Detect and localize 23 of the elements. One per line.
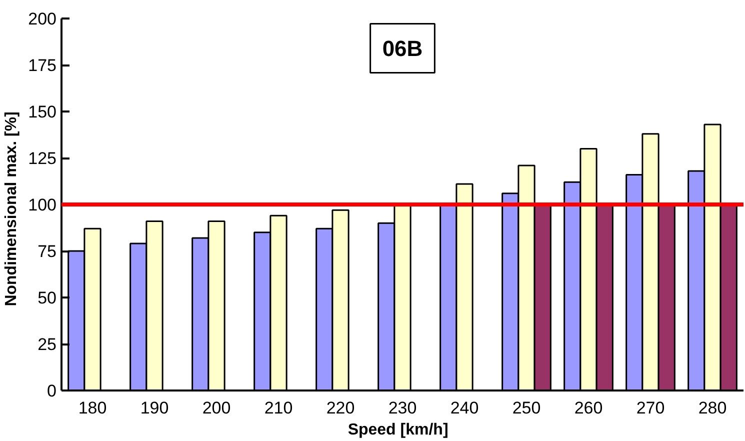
y-tick-label: 150 [28,102,57,122]
y-tick-label: 200 [28,10,57,28]
x-tick-label: 230 [388,398,417,418]
x-tick-label: 220 [326,398,355,418]
y-tick-label: 125 [28,149,57,168]
x-tick-label: 270 [636,398,665,418]
x-tick-label: 260 [574,398,603,418]
y-tick-label: 100 [28,196,57,214]
y-tick-label: 0 [47,382,57,400]
y-tick-label: 75 [38,242,57,261]
x-tick-label: 240 [450,398,479,418]
x-axis-title: Speed [km/h] [348,422,448,438]
x-tick-label: 180 [78,398,107,418]
y-tick-label: 50 [38,288,57,308]
y-axis-title: Nondimensional max. [%] [3,112,20,306]
x-tick-label: 250 [512,398,541,418]
y-tick-label: 25 [38,335,57,354]
x-tick-label: 200 [202,398,231,418]
text: 06B [382,36,423,61]
x-tick-label: 210 [264,398,293,418]
x-tick-label: 190 [140,398,169,418]
x-tick-label: 280 [698,398,727,418]
y-tick-label: 175 [28,56,57,75]
